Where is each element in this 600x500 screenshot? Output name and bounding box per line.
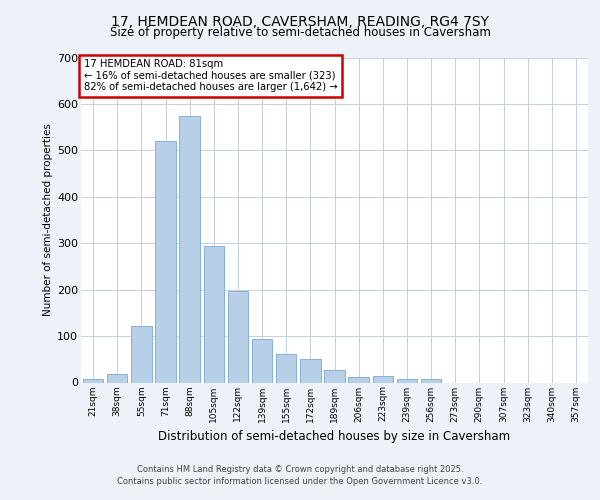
Bar [397,379,417,382]
Text: Contains public sector information licensed under the Open Government Licence v3: Contains public sector information licen… [118,477,482,486]
Bar [203,246,224,382]
Bar [155,141,176,382]
Text: Size of property relative to semi-detached houses in Caversham: Size of property relative to semi-detach… [110,26,490,39]
Bar [324,370,345,382]
Bar [227,290,248,382]
X-axis label: Distribution of semi-detached houses by size in Caversham: Distribution of semi-detached houses by … [158,430,511,443]
Y-axis label: Number of semi-detached properties: Number of semi-detached properties [43,124,53,316]
Bar [349,378,369,382]
Bar [252,340,272,382]
Bar [107,374,127,382]
Bar [421,379,442,382]
Bar [83,379,103,382]
Text: 17 HEMDEAN ROAD: 81sqm
← 16% of semi-detached houses are smaller (323)
82% of se: 17 HEMDEAN ROAD: 81sqm ← 16% of semi-det… [83,59,337,92]
Bar [179,116,200,382]
Bar [373,376,393,382]
Text: Contains HM Land Registry data © Crown copyright and database right 2025.: Contains HM Land Registry data © Crown c… [137,465,463,474]
Bar [276,354,296,382]
Bar [131,326,152,382]
Text: 17, HEMDEAN ROAD, CAVERSHAM, READING, RG4 7SY: 17, HEMDEAN ROAD, CAVERSHAM, READING, RG… [111,14,489,28]
Bar [300,360,320,382]
